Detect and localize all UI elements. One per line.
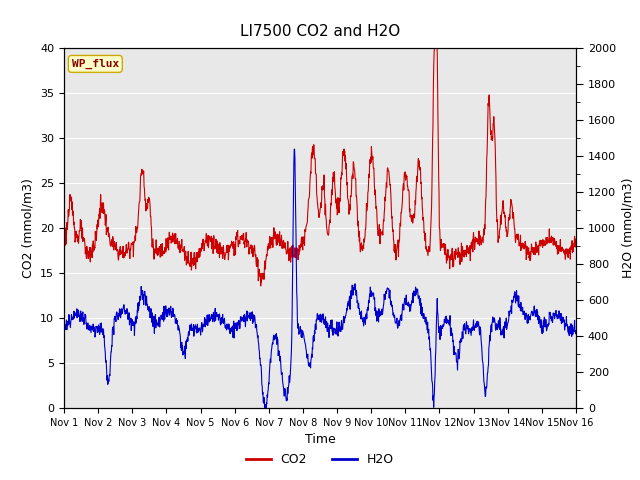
CO2 (231, 241, 239, 247)
H2O (467, 326, 474, 332)
H2O (572, 330, 580, 336)
H2O (400, 307, 408, 313)
Line: H2O: H2O (64, 149, 576, 408)
Legend: CO2, H2O: CO2, H2O (241, 448, 399, 471)
CO2 (572, 244, 580, 250)
X-axis label: Time: Time (305, 433, 335, 446)
H2O (512, 297, 520, 302)
Text: WP_flux: WP_flux (72, 59, 119, 69)
CO2 (174, 242, 182, 248)
H2O (291, 146, 298, 152)
CO2 (512, 235, 520, 241)
H2O (60, 332, 68, 337)
H2O (261, 405, 269, 411)
CO2 (399, 180, 407, 186)
Y-axis label: H2O (mmol/m3): H2O (mmol/m3) (621, 178, 634, 278)
CO2 (467, 243, 474, 249)
CO2 (60, 244, 68, 250)
H2O (161, 311, 169, 317)
Y-axis label: CO2 (mmol/m3): CO2 (mmol/m3) (22, 178, 35, 278)
Line: CO2: CO2 (64, 48, 576, 286)
CO2 (431, 45, 438, 51)
H2O (231, 321, 239, 326)
CO2 (161, 245, 169, 251)
CO2 (257, 283, 264, 289)
H2O (174, 324, 182, 330)
Text: LI7500 CO2 and H2O: LI7500 CO2 and H2O (240, 24, 400, 39)
